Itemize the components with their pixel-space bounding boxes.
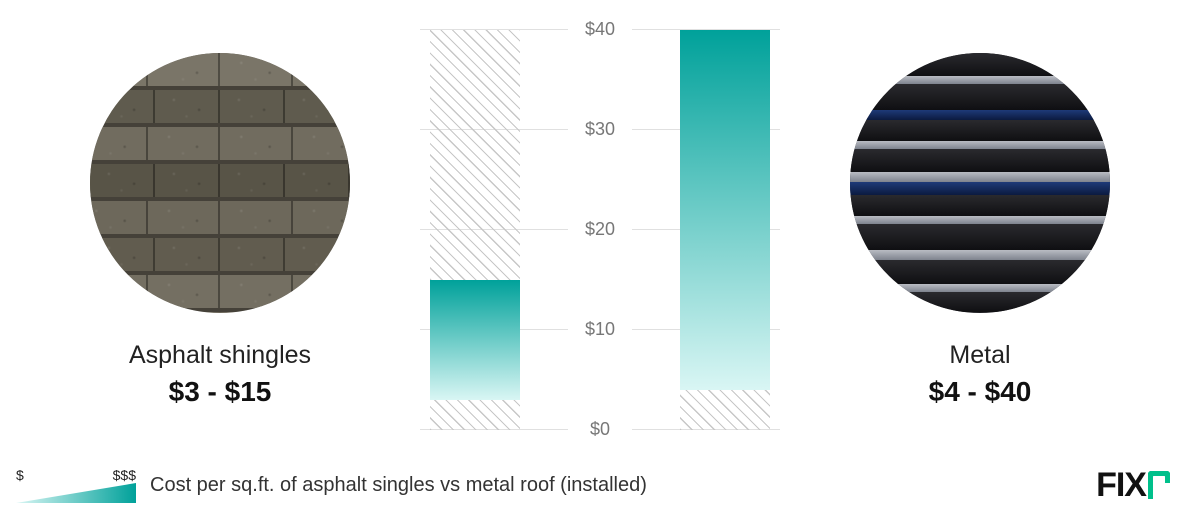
material-left-label: Asphalt shingles (129, 341, 311, 370)
cost-bar-chart: $0$10$20$30$40 (420, 30, 780, 430)
legend-high: $$$ (113, 467, 136, 483)
legend-low: $ (16, 467, 24, 483)
cost-legend: $ $$$ (16, 469, 136, 503)
logo-r-icon (1148, 471, 1170, 501)
caption: Cost per sq.ft. of asphalt singles vs me… (150, 474, 647, 497)
material-left: Asphalt shingles $3 - $15 (70, 53, 370, 408)
metal-swatch (850, 53, 1110, 313)
bars (420, 30, 780, 430)
material-right-price: $4 - $40 (929, 376, 1032, 408)
fixr-logo: FIX (1096, 466, 1170, 505)
asphalt-swatch (90, 53, 350, 313)
material-left-price: $3 - $15 (169, 376, 272, 408)
bar-right (680, 30, 770, 430)
footer: $ $$$ Cost per sq.ft. of asphalt singles… (0, 466, 1200, 505)
comparison-row: Asphalt shingles $3 - $15 $0$10$20$30$40… (0, 0, 1200, 440)
logo-text: FIX (1096, 466, 1146, 505)
material-right-label: Metal (949, 341, 1010, 370)
material-right: Metal $4 - $40 (830, 53, 1130, 408)
bar-left (430, 30, 520, 430)
